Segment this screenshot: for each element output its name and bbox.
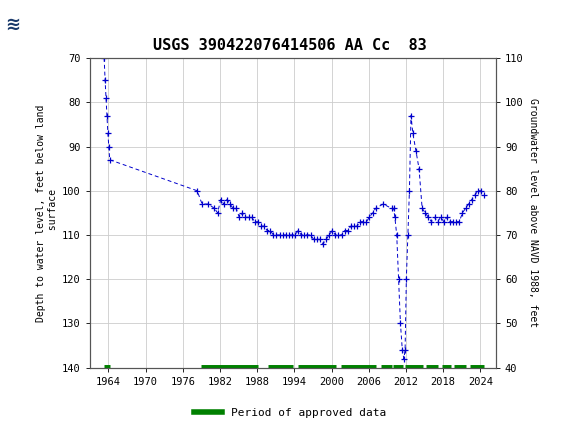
Text: ≋: ≋ [5, 16, 20, 34]
FancyBboxPatch shape [3, 4, 55, 46]
Text: USGS: USGS [32, 17, 79, 32]
Y-axis label: Depth to water level, feet below land
 surface: Depth to water level, feet below land su… [35, 104, 58, 322]
Text: USGS 390422076414506 AA Cc  83: USGS 390422076414506 AA Cc 83 [153, 38, 427, 52]
Legend: Period of approved data: Period of approved data [190, 403, 390, 422]
Y-axis label: Groundwater level above NAVD 1988, feet: Groundwater level above NAVD 1988, feet [528, 98, 538, 327]
